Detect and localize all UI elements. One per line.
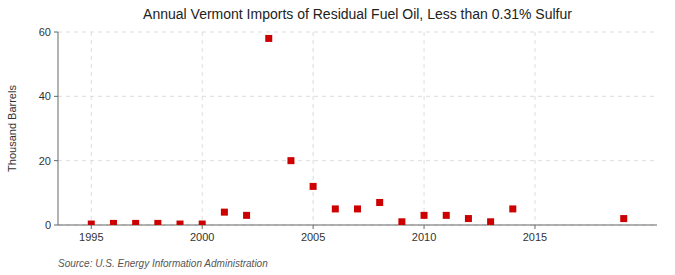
axes: 1995 2000 2005 2010 2015 0 20 40 60 bbox=[39, 26, 657, 243]
y-tick-label: 0 bbox=[45, 219, 51, 231]
x-tick bbox=[202, 225, 203, 229]
y-tick bbox=[54, 32, 58, 33]
point bbox=[110, 220, 117, 225]
x-tick bbox=[424, 225, 425, 229]
x-tick-label: 2005 bbox=[301, 231, 325, 243]
grid-line-y bbox=[58, 32, 657, 33]
chart: 1995 2000 2005 2010 2015 0 20 40 60 Annual Vermon… bbox=[0, 0, 675, 275]
source: Source: U.S. Energy Information Administ… bbox=[58, 258, 268, 269]
y-axis-line bbox=[58, 32, 59, 225]
point bbox=[177, 221, 184, 225]
grid-line-x bbox=[202, 32, 203, 225]
grid-line-x bbox=[534, 32, 535, 225]
y-tick bbox=[54, 160, 58, 161]
x-tick-label: 1995 bbox=[79, 231, 103, 243]
x-tick bbox=[534, 225, 535, 229]
point bbox=[620, 215, 627, 222]
x-tick bbox=[313, 225, 314, 229]
point bbox=[376, 199, 383, 206]
point bbox=[221, 209, 228, 216]
grid-line-x bbox=[424, 32, 425, 225]
y-tick bbox=[54, 96, 58, 97]
point bbox=[88, 221, 95, 225]
grid bbox=[58, 32, 657, 225]
point bbox=[265, 35, 272, 42]
point bbox=[509, 205, 516, 212]
point bbox=[287, 157, 294, 164]
grid-line-y bbox=[58, 96, 657, 97]
y-tick-label: 20 bbox=[39, 155, 51, 167]
point bbox=[354, 205, 361, 212]
y-axis-label: Thousand Barrels bbox=[6, 85, 18, 172]
x-tick bbox=[91, 225, 92, 229]
x-tick-label: 2000 bbox=[190, 231, 214, 243]
point bbox=[421, 212, 428, 219]
grid-line-y bbox=[58, 160, 657, 161]
y-tick-label: 60 bbox=[39, 26, 51, 38]
point bbox=[243, 212, 250, 219]
title: Annual Vermont Imports of Residual Fuel … bbox=[143, 6, 572, 22]
point bbox=[443, 212, 450, 219]
point bbox=[332, 205, 339, 212]
point bbox=[310, 183, 317, 190]
x-tick-label: 2010 bbox=[412, 231, 436, 243]
point bbox=[154, 220, 161, 225]
point bbox=[465, 215, 472, 222]
grid-line-x bbox=[313, 32, 314, 225]
x-axis-line bbox=[58, 225, 657, 226]
grid-line-y bbox=[58, 225, 657, 226]
x-tick-label: 2015 bbox=[523, 231, 547, 243]
grid-line-x bbox=[91, 32, 92, 225]
point bbox=[487, 218, 494, 225]
points bbox=[88, 35, 627, 225]
y-tick-label: 40 bbox=[39, 90, 51, 102]
point bbox=[132, 220, 139, 225]
y-tick bbox=[54, 225, 58, 226]
point bbox=[398, 218, 405, 225]
point bbox=[199, 221, 206, 225]
